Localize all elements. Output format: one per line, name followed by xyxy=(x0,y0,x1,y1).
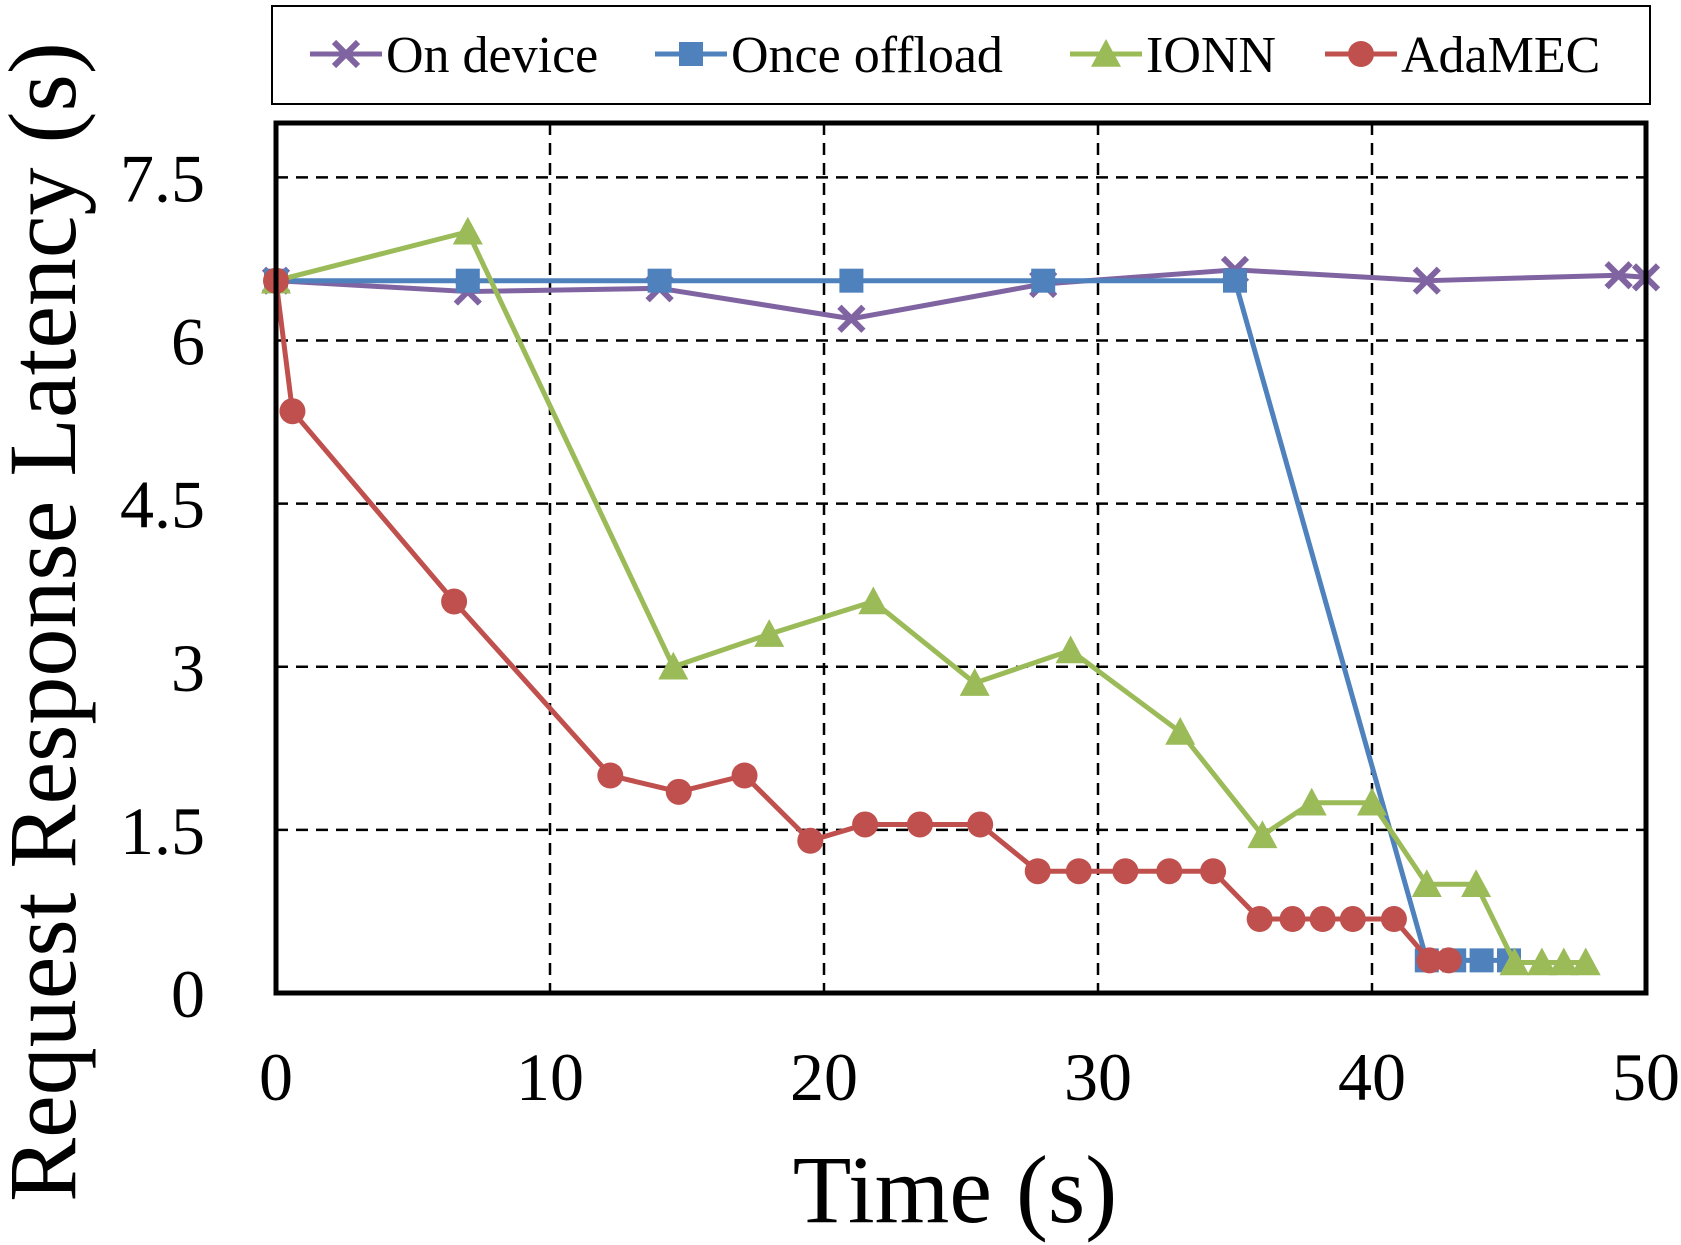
point-adamec xyxy=(279,398,306,425)
point-adamec xyxy=(1024,858,1051,885)
y-axis-title: Request Response Latency (s) xyxy=(0,42,96,1202)
legend-swatch-marker xyxy=(1348,41,1374,67)
y-tick-label: 1.5 xyxy=(120,793,205,869)
point-once-offload xyxy=(1469,948,1494,973)
point-once-offload xyxy=(455,268,480,293)
point-once-offload xyxy=(1223,268,1247,293)
point-adamec xyxy=(1200,858,1227,885)
marker-stroke xyxy=(837,304,866,333)
y-tick-label: 6 xyxy=(171,304,205,380)
marker-stroke xyxy=(331,39,361,69)
line-once-offload xyxy=(276,278,1509,963)
point-adamec xyxy=(1309,906,1336,933)
plot-frame xyxy=(273,120,1649,996)
x-tick-label: 20 xyxy=(790,1039,858,1115)
y-tick-label: 3 xyxy=(171,630,205,706)
point-ionn xyxy=(658,651,689,680)
gridlines xyxy=(276,123,1646,993)
point-ionn xyxy=(1165,717,1196,745)
point-adamec xyxy=(1246,906,1273,933)
legend-label: IONN xyxy=(1146,27,1276,84)
legend-box xyxy=(271,5,1651,105)
x-axis-ticks: 0 10 20 30 40 50 xyxy=(259,1039,1680,1115)
legend-label: AdaMEC xyxy=(1401,27,1600,84)
point-ionn xyxy=(858,586,889,615)
point-on-device xyxy=(837,304,866,333)
series-layer xyxy=(261,216,1661,976)
point-ionn xyxy=(452,216,483,245)
point-adamec xyxy=(441,588,468,615)
point-ionn xyxy=(1526,947,1557,976)
point-ionn xyxy=(1548,947,1579,976)
plot-area xyxy=(276,123,1646,993)
point-ionn xyxy=(1247,820,1278,849)
point-adamec xyxy=(1416,947,1443,974)
series-adamec xyxy=(263,267,1462,974)
x-tick-label: 10 xyxy=(516,1039,584,1115)
legend-item-adamec: AdaMEC xyxy=(1325,27,1600,84)
point-adamec xyxy=(852,811,879,838)
point-adamec xyxy=(1339,906,1366,933)
y-tick-label: 7.5 xyxy=(120,140,205,216)
point-adamec xyxy=(1279,906,1306,933)
point-adamec xyxy=(1065,858,1092,885)
legend-item-on-device: On device xyxy=(310,27,598,84)
point-ionn xyxy=(754,619,785,647)
marker-stroke xyxy=(1412,266,1441,295)
legend-swatch-marker xyxy=(679,42,703,66)
line-adamec xyxy=(273,280,1449,963)
point-adamec xyxy=(597,762,624,789)
point-adamec xyxy=(967,811,994,838)
legend-item-ionn: IONN xyxy=(1070,27,1276,84)
point-ionn xyxy=(1570,947,1601,976)
point-once-offload xyxy=(839,268,864,293)
point-ionn xyxy=(1296,787,1327,816)
y-tick-label: 0 xyxy=(171,956,205,1032)
point-adamec xyxy=(1435,947,1462,974)
x-tick-label: 50 xyxy=(1612,1039,1680,1115)
x-tick-label: 40 xyxy=(1338,1039,1406,1115)
point-adamec xyxy=(1380,906,1407,933)
point-adamec xyxy=(906,811,933,838)
point-adamec xyxy=(665,778,692,805)
point-ionn xyxy=(1411,869,1442,897)
point-once-offload xyxy=(1031,268,1056,293)
legend-label: On device xyxy=(386,27,598,84)
legend: On device Once offload IONN AdaMEC xyxy=(271,5,1651,105)
legend-swatch-marker xyxy=(331,39,361,69)
y-tick-label: 4.5 xyxy=(120,467,205,543)
y-axis-ticks: 0 1.5 3 4.5 6 7.5 xyxy=(120,140,205,1032)
x-tick-label: 0 xyxy=(259,1039,293,1115)
legend-label: Once offload xyxy=(731,27,1003,84)
marker-stroke xyxy=(1604,261,1633,290)
point-adamec xyxy=(1112,858,1139,885)
point-on-device xyxy=(1412,266,1441,295)
legend-item-once-offload: Once offload xyxy=(655,27,1003,84)
point-ionn xyxy=(1461,869,1492,897)
x-tick-label: 30 xyxy=(1064,1039,1132,1115)
point-adamec xyxy=(1156,858,1183,885)
x-axis-title: Time (s) xyxy=(793,1136,1118,1243)
point-adamec xyxy=(797,827,824,854)
legend-swatch-marker xyxy=(1091,39,1121,67)
point-once-offload xyxy=(647,268,672,293)
point-ionn xyxy=(959,668,990,696)
point-ionn xyxy=(1499,947,1530,976)
point-on-device xyxy=(1604,261,1633,290)
point-adamec xyxy=(731,762,758,789)
point-ionn xyxy=(1055,635,1086,664)
point-ionn xyxy=(1357,787,1387,816)
